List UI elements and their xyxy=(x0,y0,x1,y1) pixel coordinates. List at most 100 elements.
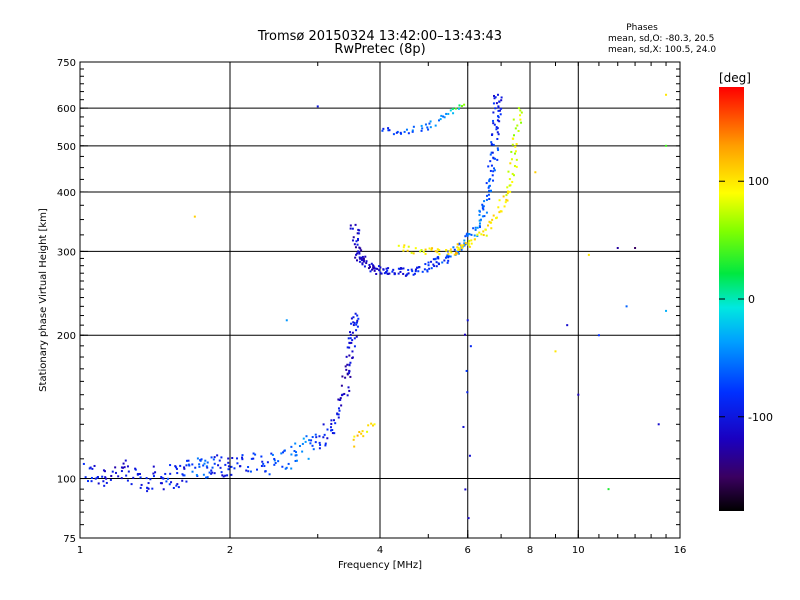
data-point xyxy=(160,482,163,485)
data-point xyxy=(469,345,472,348)
data-point xyxy=(339,397,342,400)
data-point xyxy=(493,169,496,172)
data-point xyxy=(432,263,435,266)
data-point xyxy=(447,256,450,259)
data-point xyxy=(491,218,494,221)
data-point xyxy=(274,462,277,465)
data-point xyxy=(448,250,451,253)
data-point xyxy=(485,182,488,185)
data-point xyxy=(412,252,415,255)
data-point xyxy=(514,145,517,148)
data-point xyxy=(349,361,352,364)
data-point xyxy=(373,266,376,269)
data-point xyxy=(493,167,496,170)
data-point xyxy=(506,192,509,195)
data-point xyxy=(285,319,288,322)
data-point xyxy=(182,474,185,477)
data-point xyxy=(355,253,358,256)
data-point xyxy=(203,462,206,465)
data-point xyxy=(399,267,402,270)
data-point xyxy=(318,441,321,444)
data-point xyxy=(312,448,315,451)
data-point xyxy=(427,264,430,267)
data-point xyxy=(380,272,383,275)
data-point xyxy=(290,467,293,470)
data-point xyxy=(466,319,469,322)
data-point xyxy=(268,473,271,476)
data-point xyxy=(318,435,321,438)
data-point xyxy=(485,198,488,201)
data-point xyxy=(358,256,361,259)
data-point xyxy=(371,424,374,427)
data-point xyxy=(367,267,370,270)
data-point xyxy=(402,267,405,270)
data-point xyxy=(359,257,362,260)
data-point xyxy=(347,386,350,389)
data-point xyxy=(262,462,265,465)
data-point xyxy=(466,234,469,237)
data-point xyxy=(519,114,522,117)
data-point xyxy=(478,231,481,234)
data-point xyxy=(467,243,470,246)
data-point xyxy=(337,416,340,419)
data-point xyxy=(356,319,359,322)
data-points xyxy=(82,93,668,520)
y-tick-label: 400 xyxy=(57,188,76,199)
data-point xyxy=(227,461,230,464)
data-point xyxy=(295,454,298,457)
data-point xyxy=(146,490,149,493)
data-point xyxy=(191,470,194,473)
data-point xyxy=(252,457,255,460)
data-point xyxy=(176,483,179,486)
data-point xyxy=(302,437,305,440)
data-point xyxy=(120,477,123,480)
phase-heading: Phases xyxy=(626,23,658,33)
data-point xyxy=(492,111,495,114)
data-point xyxy=(482,205,485,208)
data-point xyxy=(405,128,408,131)
data-point xyxy=(109,478,112,481)
data-point xyxy=(496,119,499,122)
x-tick-label: 1 xyxy=(77,545,83,556)
data-point xyxy=(315,436,318,439)
data-point xyxy=(519,118,522,121)
data-point xyxy=(414,247,417,250)
data-point xyxy=(634,247,637,250)
data-point xyxy=(490,151,493,154)
data-point xyxy=(470,233,473,236)
data-point xyxy=(348,389,351,392)
data-point xyxy=(351,227,354,230)
data-point xyxy=(337,407,340,410)
data-point xyxy=(195,473,198,476)
data-point xyxy=(482,234,485,237)
data-point xyxy=(350,317,353,320)
data-point xyxy=(187,463,190,466)
data-point xyxy=(352,438,355,441)
data-point xyxy=(345,355,348,358)
axis-ticks: 1 2 4 6 8 10 16 75 100 200 300 400 500 600 750 xyxy=(57,58,686,556)
data-point xyxy=(266,461,269,464)
data-point xyxy=(126,479,129,482)
data-point xyxy=(492,214,495,217)
data-point xyxy=(147,487,150,490)
data-point xyxy=(347,337,350,340)
data-point xyxy=(152,465,155,468)
data-point xyxy=(336,413,339,416)
data-point xyxy=(147,482,150,485)
data-point xyxy=(254,453,257,456)
data-point xyxy=(497,206,500,209)
data-point xyxy=(361,255,364,258)
data-point xyxy=(517,107,520,110)
data-point xyxy=(449,248,452,251)
data-point xyxy=(399,270,402,273)
data-point xyxy=(519,109,522,112)
data-point xyxy=(346,346,349,349)
data-point xyxy=(344,365,347,368)
data-point xyxy=(495,128,498,131)
data-point xyxy=(352,236,355,239)
data-point xyxy=(181,479,184,482)
data-point xyxy=(198,465,201,468)
data-point xyxy=(431,247,434,250)
data-point xyxy=(283,449,286,452)
